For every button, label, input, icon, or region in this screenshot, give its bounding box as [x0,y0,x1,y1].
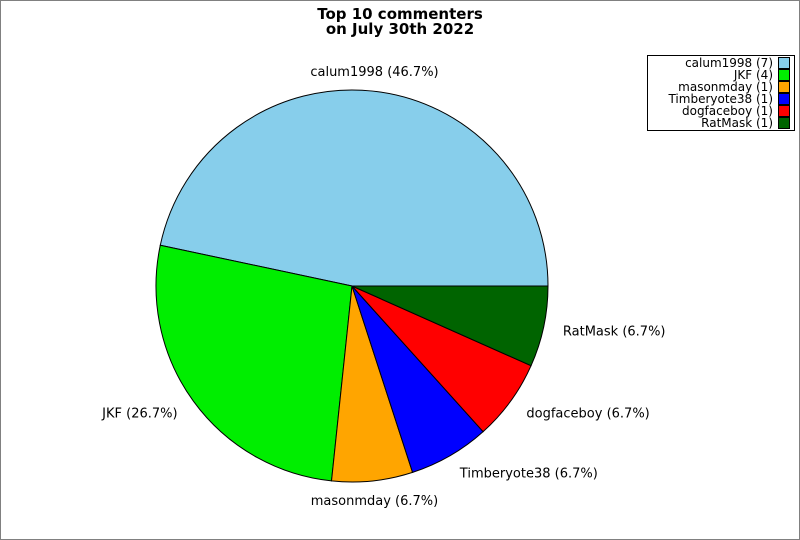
slice-label: JKF (26.7%) [101,406,177,421]
chart-title-line1: Top 10 commenters [317,5,483,23]
legend-swatch [778,93,790,105]
legend-swatch [778,105,790,117]
pie-labels-group: calum1998 (46.7%) JKF (26.7%) masonmday (6… [101,65,665,509]
legend-label: dogfaceboy (1) [681,104,773,118]
legend-label: calum1998 (7) [685,56,773,70]
legend-label: RatMask (1) [701,116,773,130]
legend-label: masonmday (1) [678,80,773,94]
legend-swatch [778,117,790,129]
legend-item: masonmday (1) [648,81,794,93]
legend-item: RatMask (1) [648,117,794,129]
legend-swatch [778,57,790,69]
legend-label: Timberyote38 (1) [668,92,773,106]
legend-label: JKF (4) [733,68,773,82]
legend-item: dogfaceboy (1) [648,105,794,117]
legend-swatch [778,81,790,93]
legend-swatch [778,69,790,81]
slice-label: RatMask (6.7%) [563,324,666,339]
pie-slices-group [155,89,549,483]
legend-box: calum1998 (7) JKF (4) masonmday (1) Timbery… [647,55,795,131]
pie-slice-calum1998 [159,89,549,287]
legend-item: Timberyote38 (1) [648,93,794,105]
slice-label: dogfaceboy (6.7%) [526,406,649,421]
slice-label: masonmday (6.7%) [311,494,438,509]
pie-slice-JKF [155,244,353,482]
legend-item: JKF (4) [648,69,794,81]
legend-item: calum1998 (7) [648,57,794,69]
chart-title: Top 10 commenters on July 30th 2022 [1,7,799,37]
pie-slice-RatMask [351,285,549,367]
chart-title-line2: on July 30th 2022 [325,20,475,38]
slice-label: Timberyote38 (6.7%) [459,466,598,481]
slice-label: calum1998 (46.7%) [310,65,438,80]
